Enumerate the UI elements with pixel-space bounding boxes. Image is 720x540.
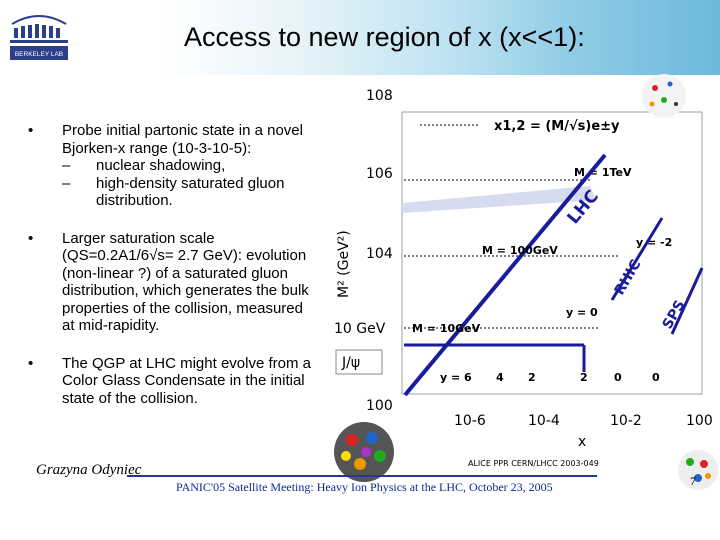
- sps-label: SPS: [660, 298, 689, 332]
- header-band: [0, 0, 720, 75]
- footer-text: PANIC'05 Satellite Meeting: Heavy Ion Ph…: [176, 480, 553, 494]
- rhic-line: [610, 217, 664, 301]
- bullet-marker: •: [28, 354, 34, 372]
- bullet-item: • Probe initial partonic state in a nove…: [28, 122, 318, 210]
- sps-line: [670, 267, 704, 335]
- y-tick-label: 10 GeV: [334, 321, 386, 337]
- berkeley-lab-logo: BERKELEY LAB: [10, 15, 68, 60]
- jpsi-box: [335, 349, 383, 375]
- mass-label: M = 1TeV: [574, 166, 632, 179]
- sub-bullet-marker: –: [62, 157, 71, 174]
- mass-label: M = 10GeV: [412, 322, 481, 335]
- y-axis-label: M² (GeV²): [336, 230, 352, 298]
- bullet-marker: •: [28, 122, 34, 139]
- rapidity-label: y = -2: [636, 236, 672, 249]
- rapidity-label: y = 6: [440, 371, 472, 384]
- y-tick-label: 100: [366, 398, 393, 414]
- nucleus-cluster-top: [642, 74, 686, 118]
- source-label: ALICE PPR CERN/LHCC 2003-049: [468, 459, 599, 468]
- x-tick-label: 100: [686, 413, 713, 429]
- y-tick-label: 106: [366, 166, 393, 182]
- page-number: 7: [690, 474, 696, 488]
- nucleus-cluster-bottom-right: [678, 450, 718, 490]
- rapidity-label: 0: [652, 371, 660, 384]
- rapidity-label: y = 0: [566, 306, 598, 319]
- lhc-band: [402, 186, 596, 213]
- sub-bullet-item: – nuclear shadowing,: [62, 157, 318, 175]
- lhc-line: [403, 153, 607, 397]
- plot-frame: [401, 111, 703, 395]
- author-name: Grazyna Odyniec: [36, 462, 142, 478]
- bullet-text: Larger saturation scale (QS=0.2A1/6√s= 2…: [62, 229, 309, 335]
- svg-text:BERKELEY LAB: BERKELEY LAB: [15, 51, 63, 58]
- footer-divider: [127, 475, 597, 477]
- nucleus-cluster-bottom-left: [334, 422, 394, 482]
- bullet-text: Probe initial partonic state in a novel …: [62, 122, 303, 157]
- mass-label: M = 100GeV: [482, 244, 558, 257]
- x-axis-label: x: [578, 434, 586, 450]
- sub-bullet-text: high-density saturated gluon distributio…: [96, 174, 285, 210]
- sub-bullet-marker: –: [62, 174, 71, 192]
- x-tick-label: 10-2: [610, 413, 642, 429]
- x-tick-label: 10-4: [528, 413, 560, 429]
- bullet-item: • Larger saturation scale (QS=0.2A1/6√s=…: [28, 230, 318, 335]
- sub-bullet-item: – high-density saturated gluon distribut…: [62, 175, 318, 210]
- y-tick-label: 104: [366, 246, 393, 262]
- x-tick-label: 10-6: [454, 413, 486, 429]
- formula-label: x1,2 = (M/√s)e±y: [494, 119, 620, 134]
- rapidity-label: 0: [614, 371, 622, 384]
- rapidity-label: 2: [528, 371, 536, 384]
- bullet-text: The QGP at LHC might evolve from a Color…: [62, 354, 311, 407]
- slide-title: Access to new region of x (x<<1):: [184, 22, 585, 52]
- rapidity-label: 4: [496, 371, 504, 384]
- jpsi-label: J/ψ: [341, 355, 360, 371]
- bullet-item: • The QGP at LHC might evolve from a Col…: [28, 355, 318, 408]
- bullet-list: • Probe initial partonic state in a nove…: [28, 122, 318, 407]
- y-tick-label: 108: [366, 88, 393, 104]
- rhic-label: RHIC: [612, 257, 645, 298]
- sub-bullet-text: nuclear shadowing,: [96, 157, 226, 174]
- bullet-marker: •: [28, 229, 34, 247]
- rapidity-label: 2: [580, 371, 588, 384]
